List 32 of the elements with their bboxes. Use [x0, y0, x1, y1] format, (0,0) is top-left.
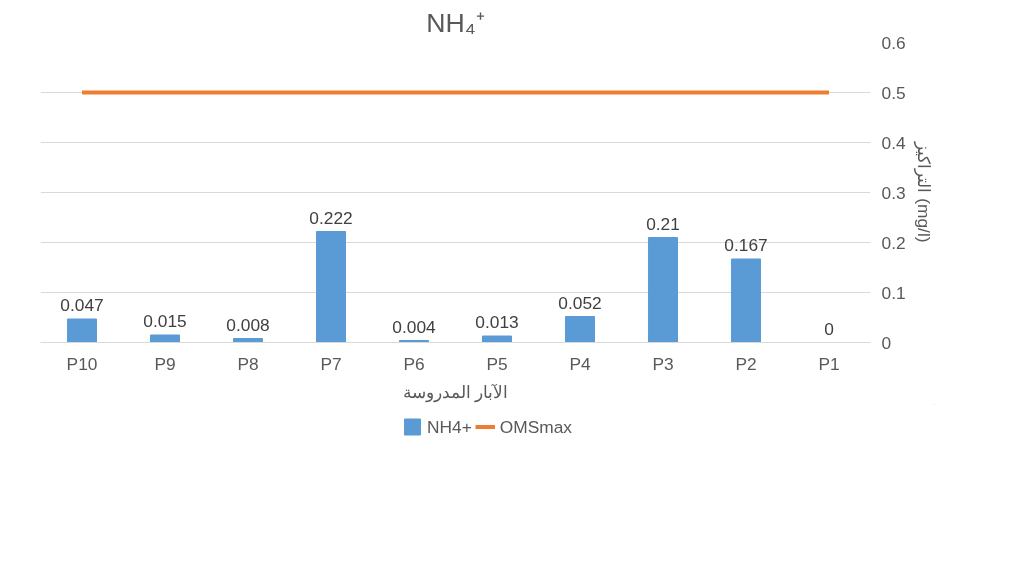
data-label: 0.008 [226, 314, 270, 335]
x-tick-label: P8 [237, 353, 259, 374]
data-label: 0.167 [724, 235, 768, 255]
x-tick-label: P3 [652, 353, 674, 374]
data-label: 0.222 [309, 207, 353, 228]
x-tick-label: P5 [486, 353, 508, 374]
x-tick-label: P1 [818, 353, 840, 374]
y-tick-label: 0 [881, 332, 892, 353]
y-tick-label: 0.4 [881, 132, 906, 153]
legend-label: OMSmax [499, 416, 573, 437]
legend-label: NH4+ [426, 416, 472, 437]
y-tick-label: 0.5 [881, 82, 906, 103]
x-tick-label: P6 [403, 353, 425, 374]
y-tick-label: 0.3 [881, 182, 906, 203]
data-label: 0 [824, 318, 834, 339]
x-tick-label: P7 [320, 353, 342, 374]
y-tick-label: 0.6 [881, 32, 906, 53]
data-label: 0.015 [143, 311, 187, 331]
x-tick-label: P4 [569, 353, 591, 374]
data-label: 0.052 [558, 292, 602, 313]
y-tick-label: 0.2 [881, 232, 906, 253]
x-tick-label: P9 [154, 353, 176, 374]
data-label: 0.013 [475, 312, 519, 332]
data-label: 0.004 [392, 316, 437, 337]
x-axis-title: الآبار المدروسة [402, 381, 509, 403]
x-tick-label: P10 [66, 353, 98, 374]
x-tick-label: P2 [735, 353, 757, 374]
data-label: 0.21 [646, 213, 680, 234]
y-tick-label: 0.1 [881, 282, 906, 303]
y-axis-title: التراكيز (mg/l) [912, 141, 934, 243]
data-label: 0.047 [60, 295, 104, 315]
chart-title: NH₄⁺ [426, 7, 485, 38]
